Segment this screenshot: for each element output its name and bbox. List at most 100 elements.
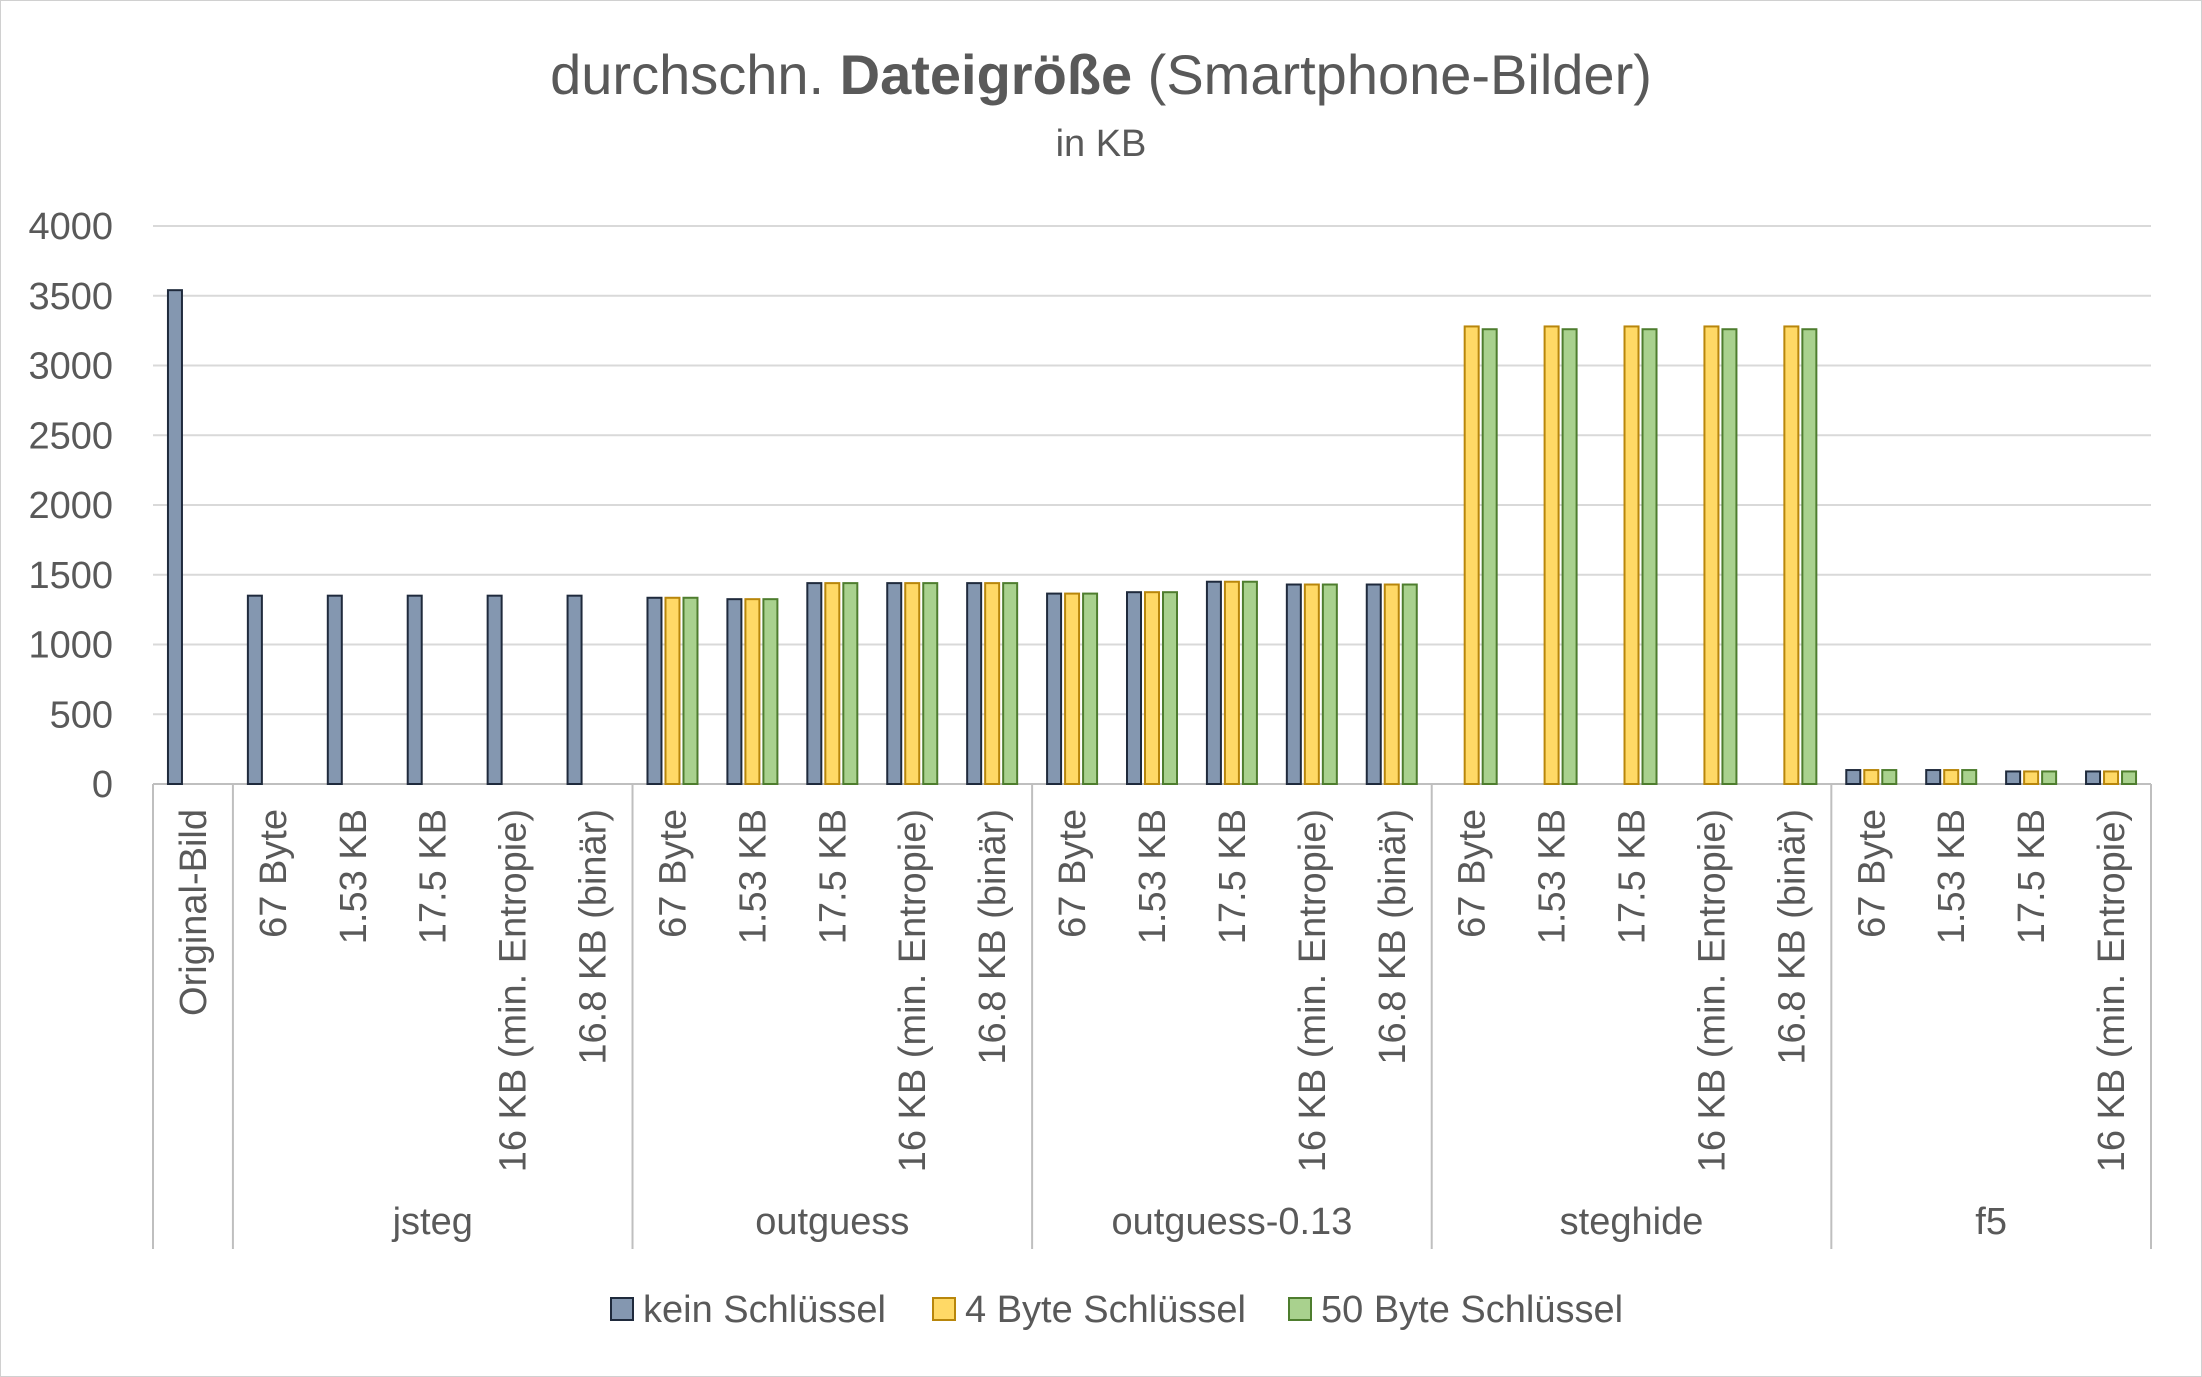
bar (824, 582, 841, 785)
bar (2103, 770, 2120, 786)
x-tick-label: 16 KB (min. Entropie) (892, 809, 934, 1172)
bar (966, 582, 983, 785)
bar (486, 594, 503, 785)
bar (1082, 592, 1099, 786)
y-tick-label: 4000 (28, 206, 113, 248)
x-tick-label: 16 KB (min. Entropie) (1691, 809, 1733, 1172)
bar (646, 596, 663, 786)
x-tick-label: 1.53 KB (1532, 809, 1574, 944)
y-tick-label: 2000 (28, 485, 113, 527)
bar (1845, 769, 1862, 785)
group-label: f5 (1975, 1201, 2007, 1243)
bar (1463, 325, 1480, 785)
chart-title: durchschn. Dateigröße (Smartphone-Bilder… (550, 43, 1652, 106)
group-label: outguess-0.13 (1111, 1201, 1352, 1243)
bar (246, 594, 263, 785)
x-tick-label: 16 KB (min. Entropie) (493, 809, 535, 1172)
bar (2085, 770, 2102, 786)
bar (1002, 582, 1019, 785)
chart-title-bold: Dateigröße (840, 43, 1133, 106)
bar (1365, 583, 1382, 786)
x-tick-label: 1.53 KB (732, 809, 774, 944)
bar (1205, 580, 1222, 785)
y-tick-label: 1500 (28, 555, 113, 597)
bar (922, 582, 939, 785)
legend-swatch (610, 1297, 634, 1321)
bar (1046, 592, 1063, 786)
bar (2041, 770, 2058, 786)
bar (1383, 583, 1400, 786)
gridlines (153, 225, 2151, 785)
x-tick-label: 67 Byte (1052, 809, 1094, 938)
bar (1721, 328, 1738, 785)
bar (326, 594, 343, 785)
bar (1285, 583, 1302, 786)
x-tick-label: 67 Byte (253, 809, 295, 938)
chart-subtitle: in KB (1056, 123, 1147, 165)
bar (984, 582, 1001, 785)
bar (1241, 580, 1258, 785)
x-tick-label: 16 KB (min. Entropie) (1292, 809, 1334, 1172)
x-tick-label: 1.53 KB (333, 809, 375, 944)
x-tick-label: 1.53 KB (1132, 809, 1174, 944)
x-tick-label: 17.5 KB (2011, 809, 2053, 944)
bar (1144, 591, 1160, 785)
x-tick-label: 16.8 KB (binär) (573, 809, 615, 1065)
bar (842, 582, 859, 785)
bar (2005, 770, 2022, 786)
y-axis-ticks: 0 500 1000 1500 2000 2500 3000 3500 4000 (28, 206, 113, 806)
bar (1543, 325, 1560, 785)
legend-swatch (932, 1297, 956, 1321)
bar (806, 582, 823, 785)
legend-label: 4 Byte Schlüssel (965, 1289, 1246, 1331)
x-tick-label: 17.5 KB (812, 809, 854, 944)
bar (2121, 770, 2138, 786)
bar (1303, 583, 1320, 786)
y-tick-label: 0 (92, 764, 113, 806)
bar (1863, 769, 1880, 785)
bar (744, 598, 761, 785)
x-tick-label: 67 Byte (1851, 809, 1893, 938)
bar (1881, 769, 1898, 785)
x-tick-label: 16 KB (min. Entropie) (2091, 809, 2133, 1172)
legend-label: 50 Byte Schlüssel (1321, 1289, 1623, 1331)
x-tick-label: 1.53 KB (1931, 809, 1973, 944)
bar (664, 596, 681, 786)
bars (166, 289, 2138, 786)
bar (726, 598, 743, 785)
chart-title-suffix: (Smartphone-Bilder) (1132, 43, 1652, 106)
bar (2023, 770, 2040, 786)
x-axis (152, 783, 2152, 1249)
bar (1321, 583, 1338, 786)
x-tick-label: 67 Byte (1452, 809, 1494, 938)
bar (566, 594, 583, 785)
bar (1481, 328, 1498, 785)
bar (1783, 325, 1800, 785)
bar (762, 598, 779, 785)
bar (886, 582, 903, 785)
bar (1943, 769, 1960, 785)
x-tick-label: 16.8 KB (binär) (1771, 809, 1813, 1065)
bar (1641, 328, 1658, 785)
x-tick-label: 67 Byte (652, 809, 694, 938)
x-tick-label: 17.5 KB (1212, 809, 1254, 944)
bar (1925, 769, 1942, 785)
y-tick-label: 500 (50, 694, 113, 736)
group-label: jsteg (392, 1201, 473, 1243)
legend-swatch (1288, 1297, 1312, 1321)
x-tick-label: 17.5 KB (1612, 809, 1654, 944)
bar (166, 289, 183, 785)
chart-title-prefix: durchschn. (550, 43, 840, 106)
bar (1703, 325, 1720, 785)
x-tick-label: 16.8 KB (binär) (972, 809, 1014, 1065)
bar (1162, 591, 1178, 785)
legend: kein Schlüssel 4 Byte Schlüssel 50 Byte Sc… (610, 1289, 1623, 1331)
x-tick-label: 17.5 KB (413, 809, 455, 944)
bar (1223, 580, 1240, 785)
y-tick-label: 2500 (28, 415, 113, 457)
group-label: outguess (755, 1201, 909, 1243)
y-tick-label: 1000 (28, 625, 113, 667)
x-tick-label: Original-Bild (173, 809, 215, 1016)
